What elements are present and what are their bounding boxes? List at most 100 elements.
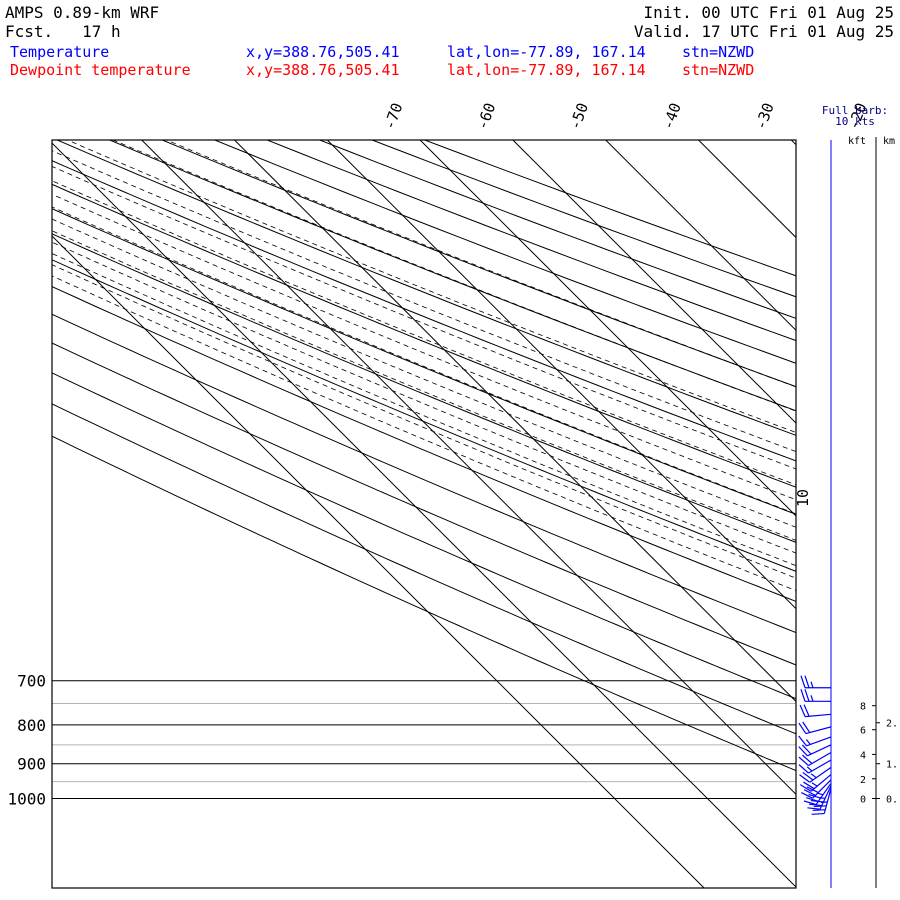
wind-barb-full-10 <box>801 792 813 799</box>
wind-barb-staff-13 <box>823 788 832 814</box>
barb-legend-title: Full barb: <box>822 104 888 117</box>
wind-barb-half-7 <box>806 766 813 772</box>
dry-adiabats <box>52 140 796 772</box>
isotherm--60 <box>512 140 796 424</box>
wind-barb-full-6 <box>802 754 813 764</box>
isotherm-label--40: -40 <box>659 100 685 132</box>
dry-adiabat-220 <box>52 313 796 634</box>
axis-labels: 7008009001000-70-60-50-40-30-20-10010102… <box>7 100 870 809</box>
moist-adiabat--36 <box>52 264 796 579</box>
model-title: AMPS 0.89-km WRF <box>5 3 160 22</box>
wind-barb-full-3 <box>802 721 811 733</box>
wind-barb-full-13 <box>813 805 827 808</box>
dewpoint-xy: x,y=388.76,505.41 <box>246 61 400 79</box>
kft-tick-label-4: 4 <box>860 750 866 761</box>
dry-adiabat-260 <box>52 208 796 515</box>
wind-barb-staff-4 <box>806 736 832 747</box>
init-time: Init. 00 UTC Fri 01 Aug 25 <box>643 3 894 22</box>
wind-barb-staff-9 <box>810 774 832 792</box>
isotherm-label--70: -70 <box>380 100 406 132</box>
wind-barb-half-8 <box>810 773 817 779</box>
moist-adiabat--16 <box>52 206 796 515</box>
wind-barb-full-10 <box>806 786 819 794</box>
wind-barb-staff-7 <box>808 759 832 774</box>
wind-barb-full-13 <box>811 812 825 815</box>
wind-barb-half-0 <box>810 681 814 688</box>
isotherm--100 <box>141 140 796 796</box>
wind-barb-full-8 <box>799 774 811 783</box>
isotherm-label--50: -50 <box>566 100 592 132</box>
dry-adiabat-180 <box>52 435 796 772</box>
dry-adiabat-200 <box>52 372 796 700</box>
moist-adiabat-0 <box>52 150 796 453</box>
wind-barb-5 <box>798 744 832 757</box>
dry-adiabat-190 <box>52 403 796 735</box>
dry-adiabat-270 <box>52 183 796 488</box>
header: AMPS 0.89-km WRF Fcst. 17 h Init. 00 UTC… <box>0 0 900 90</box>
dry-adiabat-230 <box>52 286 796 602</box>
isotherm--50 <box>605 140 796 332</box>
wind-barb-full-2 <box>799 704 806 717</box>
km-tick-label-2: 2. <box>886 719 898 730</box>
forecast-hour: Fcst. 17 h <box>5 22 121 41</box>
moist-adiabat--32 <box>52 253 796 567</box>
pressure-gridlines <box>52 680 796 799</box>
wind-barb-full-4 <box>798 735 808 747</box>
wind-barb-13 <box>811 788 832 815</box>
kft-tick-label-8: 8 <box>860 702 866 713</box>
isotherm--70 <box>419 140 796 517</box>
dry-adiabat-250 <box>52 233 796 543</box>
wind-barb-3 <box>798 721 832 735</box>
isotherm--80 <box>326 140 796 610</box>
wind-barb-full-9 <box>799 784 812 792</box>
isotherms <box>52 140 796 888</box>
kft-tick-label-6: 6 <box>860 726 866 737</box>
moist-adiabat--20 <box>52 218 796 528</box>
dry-adiabat-240 <box>52 259 796 572</box>
wind-barb-0 <box>800 675 831 689</box>
moist-adiabat-4 <box>66 140 796 433</box>
moist-adiabat--40 <box>52 275 796 592</box>
wind-barb-full-10 <box>803 789 816 796</box>
dewpoint-station: stn=NZWD <box>682 61 755 79</box>
kft-tick-label-0: 0 <box>860 795 866 806</box>
legend-dewpoint: Dewpoint temperature <box>10 61 191 79</box>
wind-barb-full-1 <box>800 689 806 702</box>
wind-barb-full-11 <box>808 793 821 799</box>
barb-legend-value: 10 kts <box>835 115 875 128</box>
pressure-label-800: 800 <box>17 716 46 735</box>
wind-barb-4 <box>798 735 832 747</box>
dry-adiabat-310 <box>160 140 796 388</box>
moist-adiabat--12 <box>52 193 796 501</box>
isotherm--120 <box>52 235 705 888</box>
valid-time: Valid. 17 UTC Fri 01 Aug 25 <box>633 22 894 41</box>
wind-barb-full-1 <box>804 689 810 702</box>
dewpoint-latlon: lat,lon=-77.89, 167.14 <box>447 61 646 79</box>
wind-barb-staff-5 <box>807 744 832 757</box>
wind-barb-staff-10 <box>812 779 832 799</box>
wind-barb-full-6 <box>798 756 809 766</box>
wind-barb-panel: Full barb: 10 kts kft km 0 2 4 6 8 0. 1. 2. <box>798 104 898 888</box>
isotherm--110 <box>52 142 796 888</box>
wind-barb-full-3 <box>798 722 807 734</box>
kft-tick-label-2: 2 <box>860 775 866 786</box>
wind-barb-1 <box>800 689 831 702</box>
moist-adiabat--28 <box>52 241 796 554</box>
wind-barb-half-11 <box>816 792 824 796</box>
temperature-station: stn=NZWD <box>682 43 755 61</box>
km-axis-label: km <box>883 136 895 147</box>
temperature-xy: x,y=388.76,505.41 <box>246 43 400 61</box>
pressure-label-1000: 1000 <box>7 790 46 809</box>
dry-adiabat-210 <box>52 342 796 666</box>
wind-barb-6 <box>798 751 832 767</box>
wind-barb-full-13 <box>812 809 826 812</box>
moist-adiabat--24 <box>52 230 796 541</box>
kft-axis-label: kft <box>848 136 866 147</box>
wind-barb-8 <box>799 766 832 783</box>
isotherm--90 <box>234 140 796 703</box>
dry-adiabat-290 <box>55 140 796 436</box>
wind-barb-10 <box>801 779 832 799</box>
isotherm-label--60: -60 <box>473 100 499 132</box>
legend-temperature: Temperature <box>10 43 110 61</box>
